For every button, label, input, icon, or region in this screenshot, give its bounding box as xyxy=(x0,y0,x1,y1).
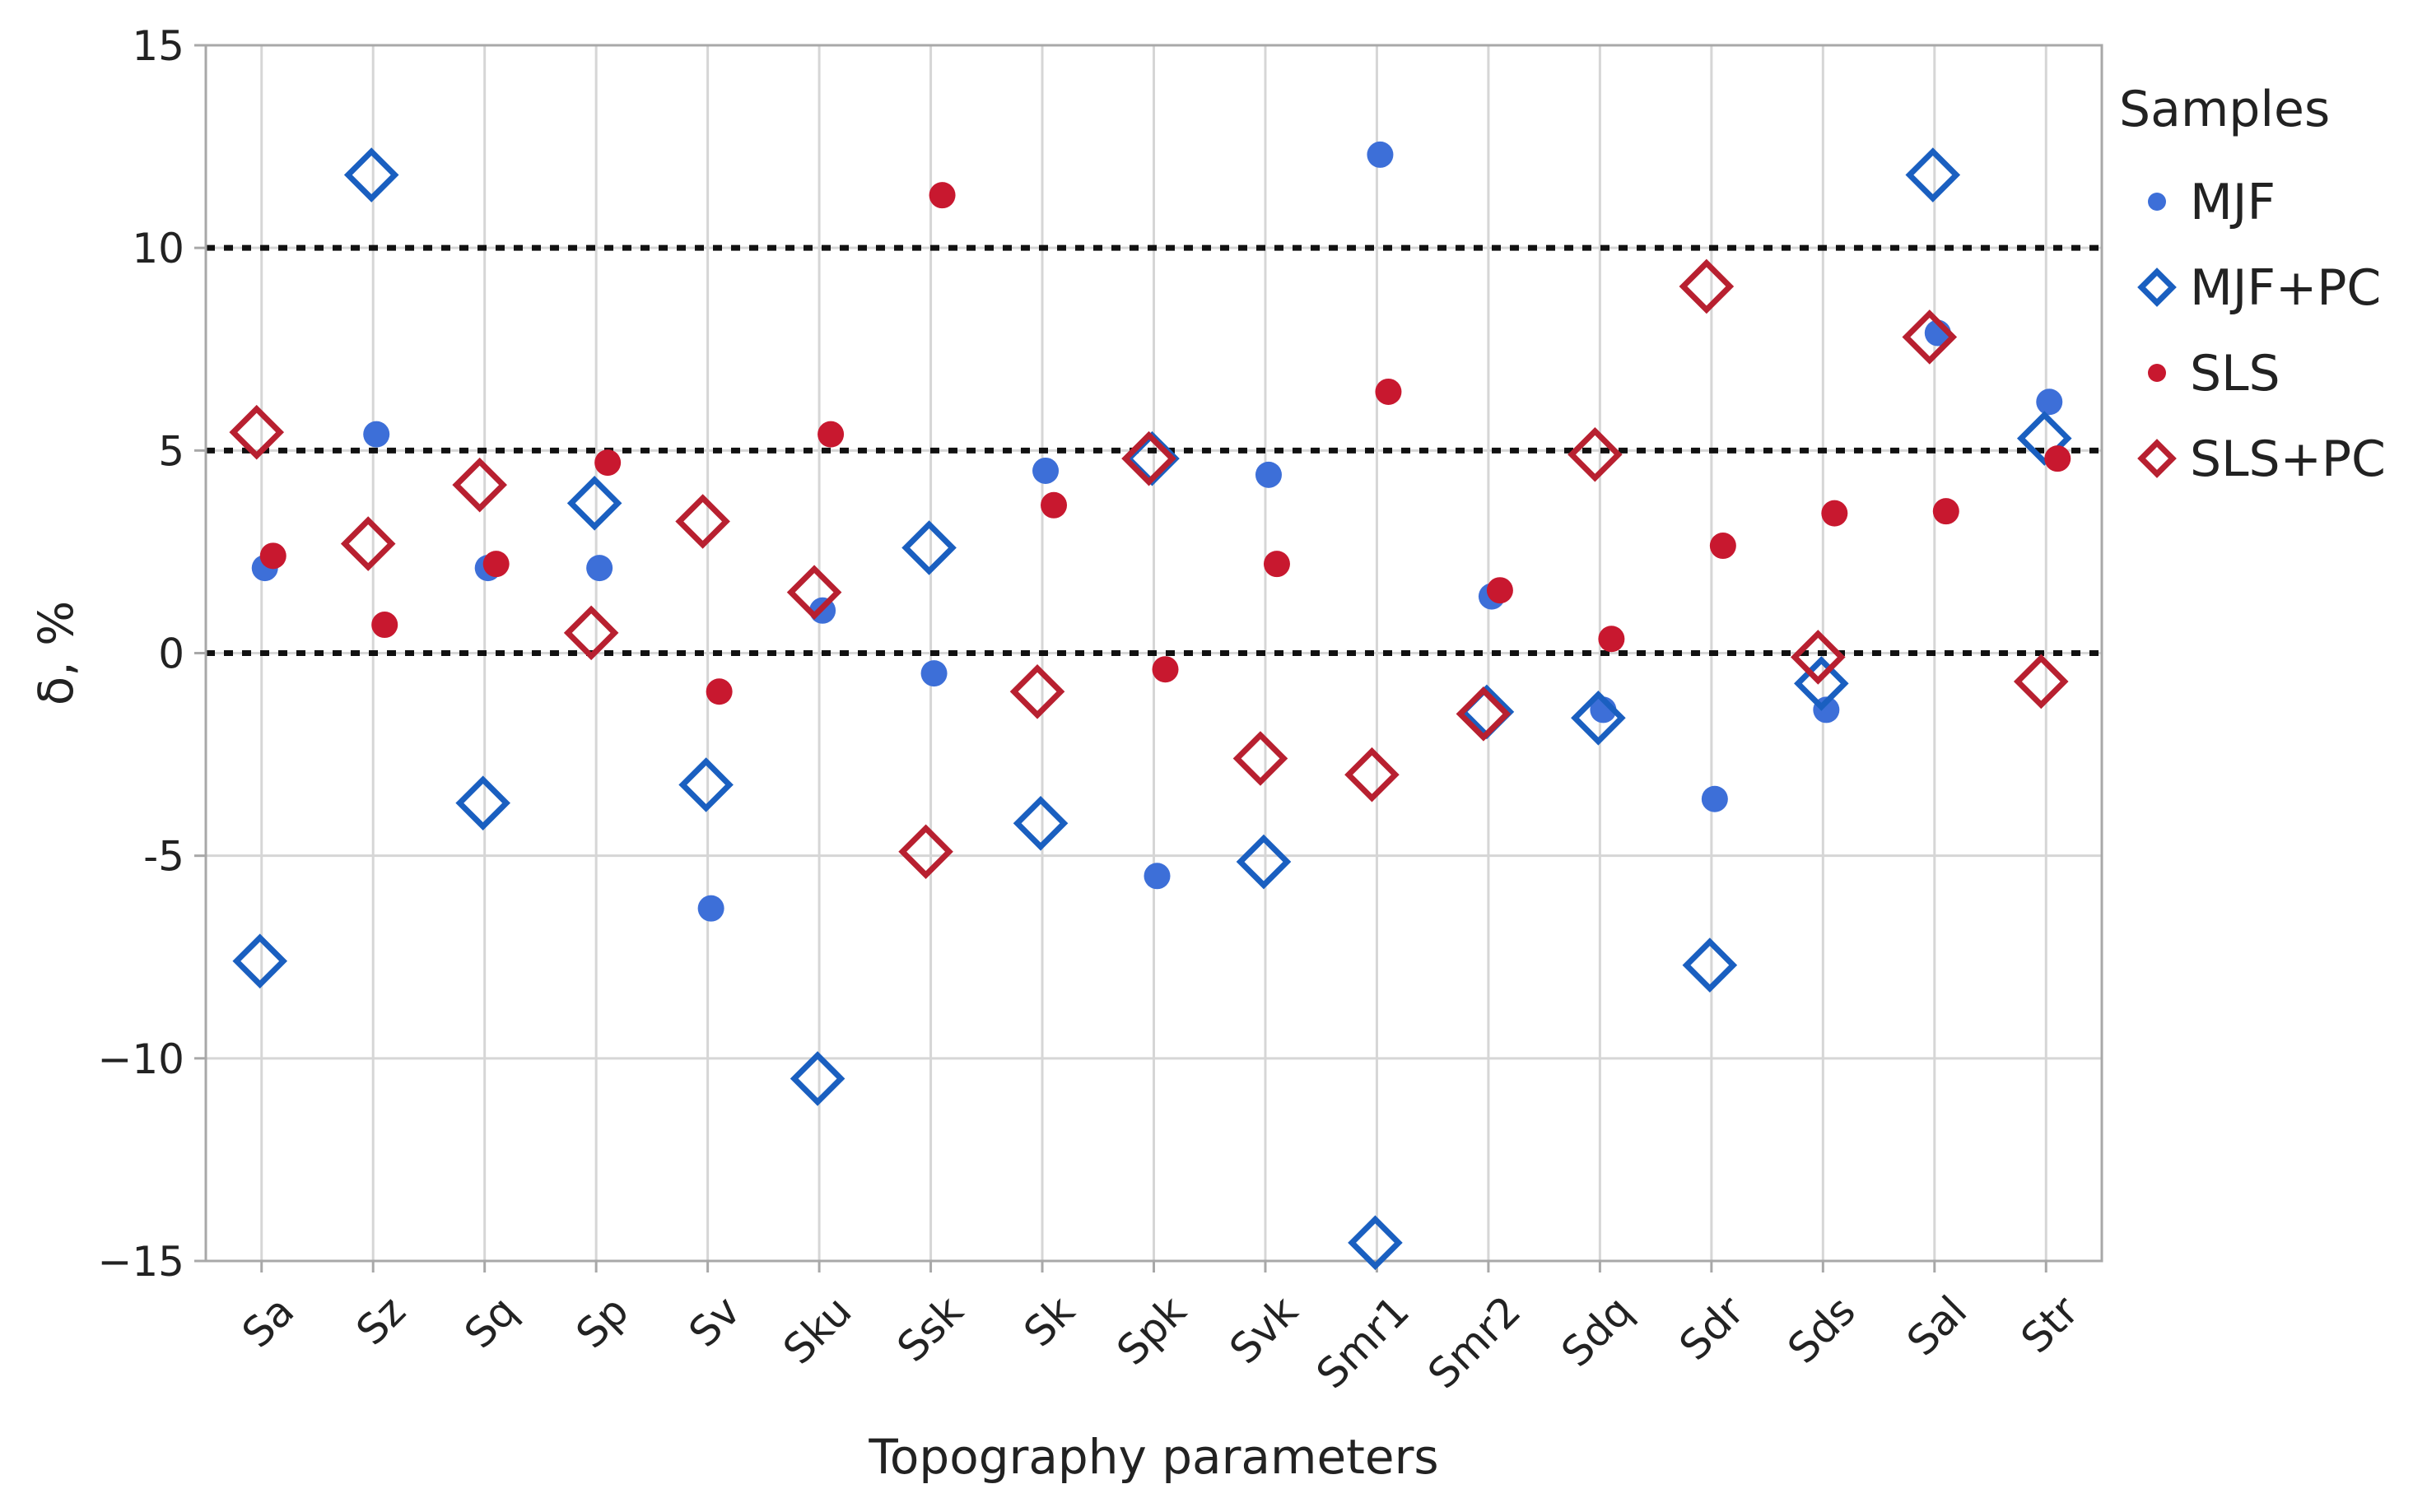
data-points xyxy=(229,141,2072,1271)
data-point-sls-plus-pc xyxy=(786,565,842,620)
data-point-mjf xyxy=(1701,785,1728,812)
data-point-mjf-plus-pc xyxy=(1236,834,1292,890)
data-point-mjf-plus-pc xyxy=(566,476,622,531)
data-point-mjf-plus-pc xyxy=(1013,795,1069,851)
data-point-sls xyxy=(371,612,398,639)
y-tick-label: 10 xyxy=(132,225,184,272)
legend-item-label: MJF+PC xyxy=(2190,259,2381,317)
data-point-mjf-plus-pc xyxy=(678,757,734,812)
data-point-sls xyxy=(706,678,733,705)
y-tick-label: 0 xyxy=(158,630,184,678)
data-point-sls-plus-pc xyxy=(1344,747,1400,803)
data-point-mjf xyxy=(1367,141,1394,168)
data-point-mjf xyxy=(586,555,613,582)
legend-title: Samples xyxy=(2119,81,2330,138)
y-tick-label: -5 xyxy=(143,833,184,881)
data-point-sls-plus-pc xyxy=(2013,654,2069,709)
data-point-sls xyxy=(1375,378,1402,405)
x-axis-title: Topography parameters xyxy=(868,1429,1438,1485)
data-point-sls xyxy=(1486,577,1513,604)
data-point-mjf-plus-pc xyxy=(1348,1215,1403,1271)
data-point-sls xyxy=(259,542,286,570)
data-point-sls-plus-pc xyxy=(1009,663,1065,719)
data-point-sls xyxy=(2148,364,2166,382)
y-tick-label: −10 xyxy=(97,1035,184,1083)
data-point-mjf-plus-pc xyxy=(232,933,288,989)
data-point-sls xyxy=(1152,656,1179,683)
data-point-sls xyxy=(1263,551,1290,578)
data-point-sls-plus-pc xyxy=(1902,309,1958,365)
y-tick-label: −15 xyxy=(97,1238,184,1286)
y-tick-label: 15 xyxy=(132,22,184,70)
data-point-sls xyxy=(2044,445,2071,472)
data-point-sls-plus-pc xyxy=(1791,630,1846,685)
data-point-mjf-plus-pc xyxy=(2137,268,2177,307)
data-point-sls-plus-pc xyxy=(2137,439,2177,478)
data-point-sls-plus-pc xyxy=(898,824,953,880)
data-point-sls-plus-pc xyxy=(340,516,396,571)
data-point-sls-plus-pc xyxy=(675,494,730,549)
data-point-mjf xyxy=(2148,193,2166,211)
data-point-sls xyxy=(482,551,510,578)
data-point-mjf xyxy=(2036,388,2063,416)
data-point-mjf xyxy=(920,660,948,687)
y-tick-label: 5 xyxy=(158,427,184,475)
data-point-sls-plus-pc xyxy=(1232,731,1288,786)
legend: Samples MJF MJF+PC SLS SLS+PC xyxy=(2119,81,2386,488)
data-point-sls-plus-pc xyxy=(1679,258,1735,314)
data-point-sls-plus-pc xyxy=(229,404,285,460)
data-point-sls xyxy=(1598,626,1625,653)
data-point-mjf xyxy=(1144,863,1171,890)
data-point-sls xyxy=(929,182,956,209)
data-point-sls xyxy=(1709,533,1736,560)
y-axis-ticks: −15 −10 -5 0 5 10 15 xyxy=(97,22,206,1286)
data-point-sls-plus-pc xyxy=(1568,426,1623,482)
data-point-mjf-plus-pc xyxy=(1682,937,1738,993)
data-point-mjf-plus-pc xyxy=(455,775,510,830)
data-point-sls-plus-pc xyxy=(1456,686,1512,742)
data-point-mjf xyxy=(1255,461,1282,488)
legend-item-label: MJF xyxy=(2190,174,2276,231)
legend-item-label: SLS+PC xyxy=(2190,430,2386,488)
data-point-sls xyxy=(1041,491,1068,519)
data-point-mjf-plus-pc xyxy=(1794,656,1849,711)
data-point-sls xyxy=(1821,500,1848,527)
data-point-mjf-plus-pc xyxy=(1905,147,1961,202)
reference-lines xyxy=(206,244,2102,656)
data-point-sls-plus-pc xyxy=(452,457,507,513)
data-point-mjf-plus-pc xyxy=(2016,411,2072,466)
data-point-mjf-plus-pc xyxy=(343,147,399,202)
data-point-mjf-plus-pc xyxy=(901,520,957,575)
data-point-mjf xyxy=(363,421,390,448)
data-point-sls-plus-pc xyxy=(1121,430,1176,486)
data-point-sls xyxy=(594,449,622,477)
data-point-mjf-plus-pc xyxy=(1571,690,1626,746)
data-point-mjf xyxy=(1032,457,1060,484)
data-point-mjf xyxy=(697,895,724,922)
y-axis-title: δ, % xyxy=(28,601,84,705)
data-point-sls xyxy=(1932,498,1959,525)
legend-item-label: SLS xyxy=(2190,345,2280,402)
data-point-mjf-plus-pc xyxy=(790,1051,845,1106)
data-point-sls-plus-pc xyxy=(563,605,619,661)
data-point-sls xyxy=(818,421,845,448)
